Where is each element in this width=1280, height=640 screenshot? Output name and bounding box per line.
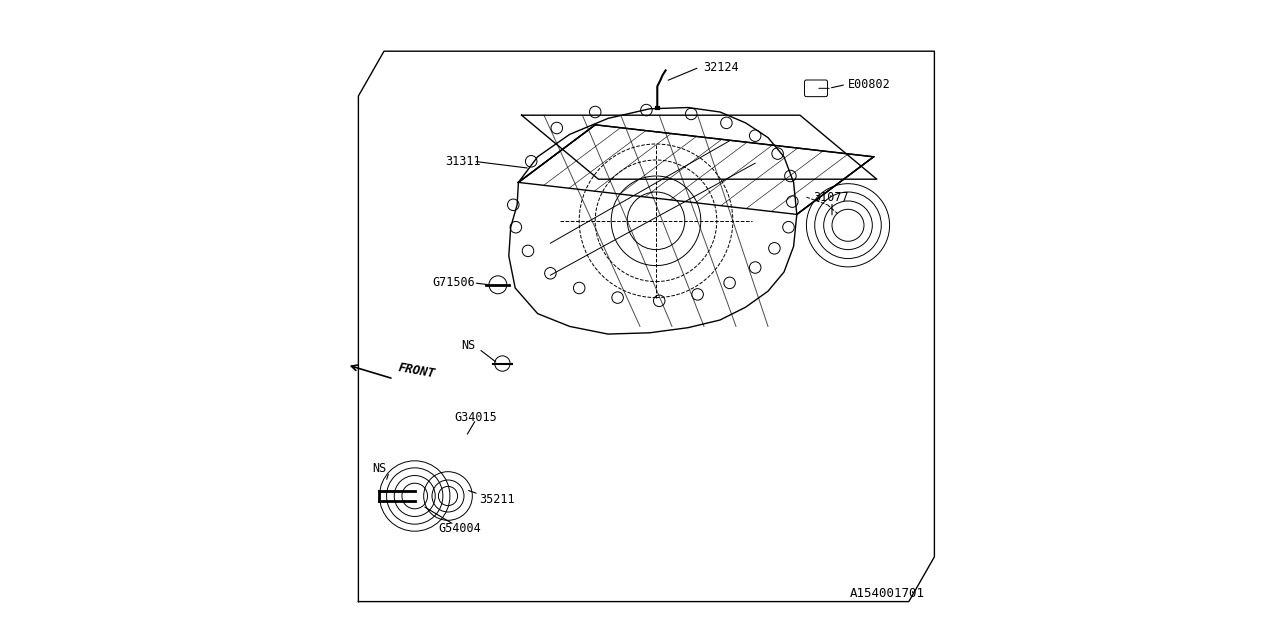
Text: 32124: 32124: [703, 61, 739, 74]
Text: G71506: G71506: [433, 276, 475, 289]
Text: A154001701: A154001701: [850, 588, 924, 600]
Text: NS: NS: [372, 462, 387, 475]
FancyBboxPatch shape: [805, 80, 828, 97]
Text: 31077: 31077: [813, 191, 849, 204]
Text: G54004: G54004: [438, 522, 481, 534]
Text: G34015: G34015: [454, 411, 497, 424]
Text: NS: NS: [461, 339, 475, 352]
Text: 31311: 31311: [445, 155, 481, 168]
Text: FRONT: FRONT: [397, 362, 436, 381]
Text: E00802: E00802: [849, 78, 891, 91]
Text: 35211: 35211: [479, 493, 515, 506]
